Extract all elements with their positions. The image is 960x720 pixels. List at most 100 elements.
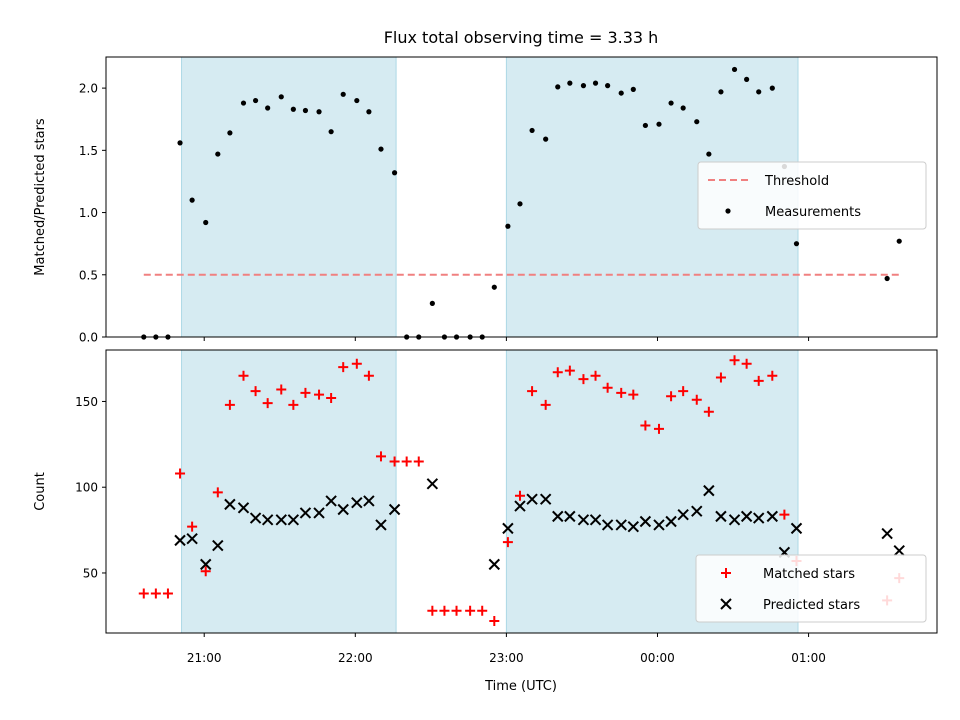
- predicted-stars-marker: [615, 519, 627, 531]
- measurement-point: [744, 76, 750, 82]
- matched-stars-marker: [413, 456, 424, 467]
- y-axis-label: Matched/Predicted stars: [33, 118, 48, 276]
- predicted-stars-marker: [552, 510, 564, 523]
- measurement-point: [354, 97, 360, 104]
- y-tick-label: 0.0: [79, 331, 98, 345]
- x-tick-label: 23:00: [489, 651, 524, 665]
- measurement-point: [756, 89, 762, 95]
- x-tick-label: 22:00: [338, 651, 373, 665]
- predicted-stars-marker: [375, 519, 387, 531]
- matched-stars-marker: [138, 588, 149, 599]
- measurement-point: [694, 119, 700, 125]
- measurement-point: [505, 223, 511, 229]
- measurement-point: [706, 151, 712, 157]
- matched-stars-marker: [338, 362, 349, 373]
- predicted-stars-marker: [287, 514, 300, 526]
- predicted-stars-marker: [653, 519, 665, 531]
- predicted-stars-marker: [893, 544, 905, 557]
- predicted-stars-marker: [174, 534, 186, 547]
- measurement-point: [580, 83, 587, 89]
- matched-stars-marker: [465, 605, 476, 616]
- legend-label: Matched stars: [763, 567, 855, 582]
- matched-stars-marker: [527, 386, 538, 397]
- legend-matched-swatch: [721, 568, 731, 578]
- matched-stars-marker: [224, 399, 235, 410]
- predicted-stars-marker: [577, 514, 590, 526]
- matched-stars-marker: [564, 365, 575, 376]
- matched-stars-marker: [540, 399, 551, 410]
- measurement-point: [605, 83, 611, 89]
- predicted-stars-marker: [337, 503, 349, 516]
- matched-stars-marker: [703, 406, 714, 417]
- shaded-interval: [181, 56, 397, 338]
- matched-stars-marker: [741, 358, 752, 369]
- measurement-point: [366, 109, 372, 115]
- measurement-point: [896, 238, 902, 244]
- predicted-stars-marker: [514, 500, 526, 512]
- matched-stars-marker: [502, 537, 513, 548]
- matched-stars-marker: [715, 372, 726, 383]
- predicted-stars-marker: [589, 514, 602, 526]
- x-tick-label: 01:00: [791, 651, 826, 665]
- predicted-stars-marker: [766, 510, 779, 523]
- predicted-stars-marker: [261, 514, 274, 526]
- matched-stars-marker: [640, 420, 651, 431]
- predicted-stars-marker: [639, 515, 652, 528]
- measurement-point: [529, 127, 535, 134]
- y-tick-label: 2.0: [79, 82, 98, 96]
- matched-stars-marker: [729, 355, 740, 366]
- measurement-point: [592, 80, 599, 86]
- measurement-point: [302, 107, 309, 114]
- predicted-stars-marker: [237, 502, 250, 514]
- predicted-stars-marker: [488, 558, 501, 571]
- matched-stars-marker: [514, 490, 525, 501]
- predicted-stars-marker: [275, 514, 287, 526]
- measurement-point: [543, 136, 549, 142]
- y-tick-label: 1.5: [79, 144, 98, 158]
- matched-stars-marker: [678, 386, 689, 397]
- measurement-point: [793, 241, 800, 247]
- predicted-stars-marker: [426, 478, 439, 490]
- matched-stars-marker: [666, 391, 677, 402]
- matched-stars-marker: [427, 605, 438, 616]
- y-tick-label: 100: [75, 481, 98, 495]
- plot-area: 0.0 0.5 1.0 1.5 2.0 Matched/Predicted stars Th…: [33, 56, 938, 665]
- predicted-stars-marker: [526, 493, 538, 505]
- predicted-stars-marker: [388, 503, 401, 516]
- predicted-stars-marker: [728, 514, 741, 526]
- predicted-stars-marker: [601, 519, 614, 531]
- measurement-point: [429, 300, 435, 306]
- legend-label: Measurements: [765, 205, 861, 220]
- legend-label: Threshold: [764, 174, 829, 189]
- predicted-stars-marker: [351, 496, 363, 509]
- measurement-point: [567, 80, 573, 86]
- y-tick-label: 0.5: [79, 268, 98, 282]
- measurement-point: [252, 97, 259, 104]
- matched-stars-marker: [300, 387, 311, 398]
- matched-stars-marker: [326, 393, 337, 404]
- matched-stars-marker: [439, 605, 450, 616]
- matched-stars-marker: [375, 451, 386, 462]
- matched-stars-marker: [150, 588, 161, 599]
- panel-2: 50 100 150 21:00 22:00 23:00 00:00 01:00 Count Ma…: [33, 349, 938, 665]
- matched-stars-marker: [162, 588, 173, 599]
- chart-title: Flux total observing time = 3.33 h: [384, 28, 659, 47]
- matched-stars-marker: [250, 386, 261, 397]
- measurement-point: [265, 105, 271, 111]
- predicted-stars-marker: [881, 527, 893, 540]
- axes-frame: [105, 56, 938, 338]
- matched-stars-marker: [389, 456, 400, 467]
- series-predicted-stars: [174, 478, 905, 571]
- predicted-stars-marker: [325, 495, 337, 507]
- matched-stars-marker: [602, 382, 613, 393]
- y-axis-label: Count: [33, 472, 48, 511]
- y-tick-label: 1.0: [79, 206, 98, 220]
- measurement-point: [177, 140, 183, 146]
- matched-stars-marker: [590, 370, 601, 381]
- axes-frame: [105, 349, 938, 634]
- predicted-stars-marker: [627, 520, 640, 533]
- measurement-point: [668, 100, 674, 106]
- measurement-point: [378, 146, 384, 152]
- predicted-stars-marker: [753, 512, 765, 524]
- shaded-interval: [505, 349, 799, 634]
